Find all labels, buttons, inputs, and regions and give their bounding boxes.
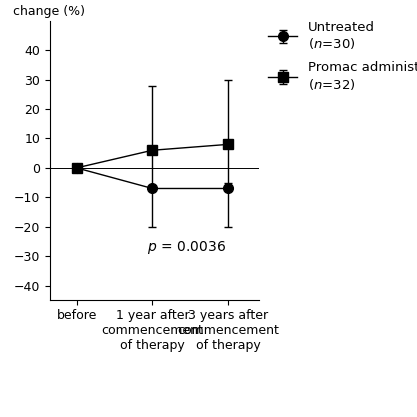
Text: $p$ = 0.0036: $p$ = 0.0036 <box>147 239 226 256</box>
Text: change (%): change (%) <box>13 5 85 18</box>
Legend: Untreated
$(n$=30), Promac administration
$(n$=32): Untreated $(n$=30), Promac administratio… <box>263 15 417 97</box>
